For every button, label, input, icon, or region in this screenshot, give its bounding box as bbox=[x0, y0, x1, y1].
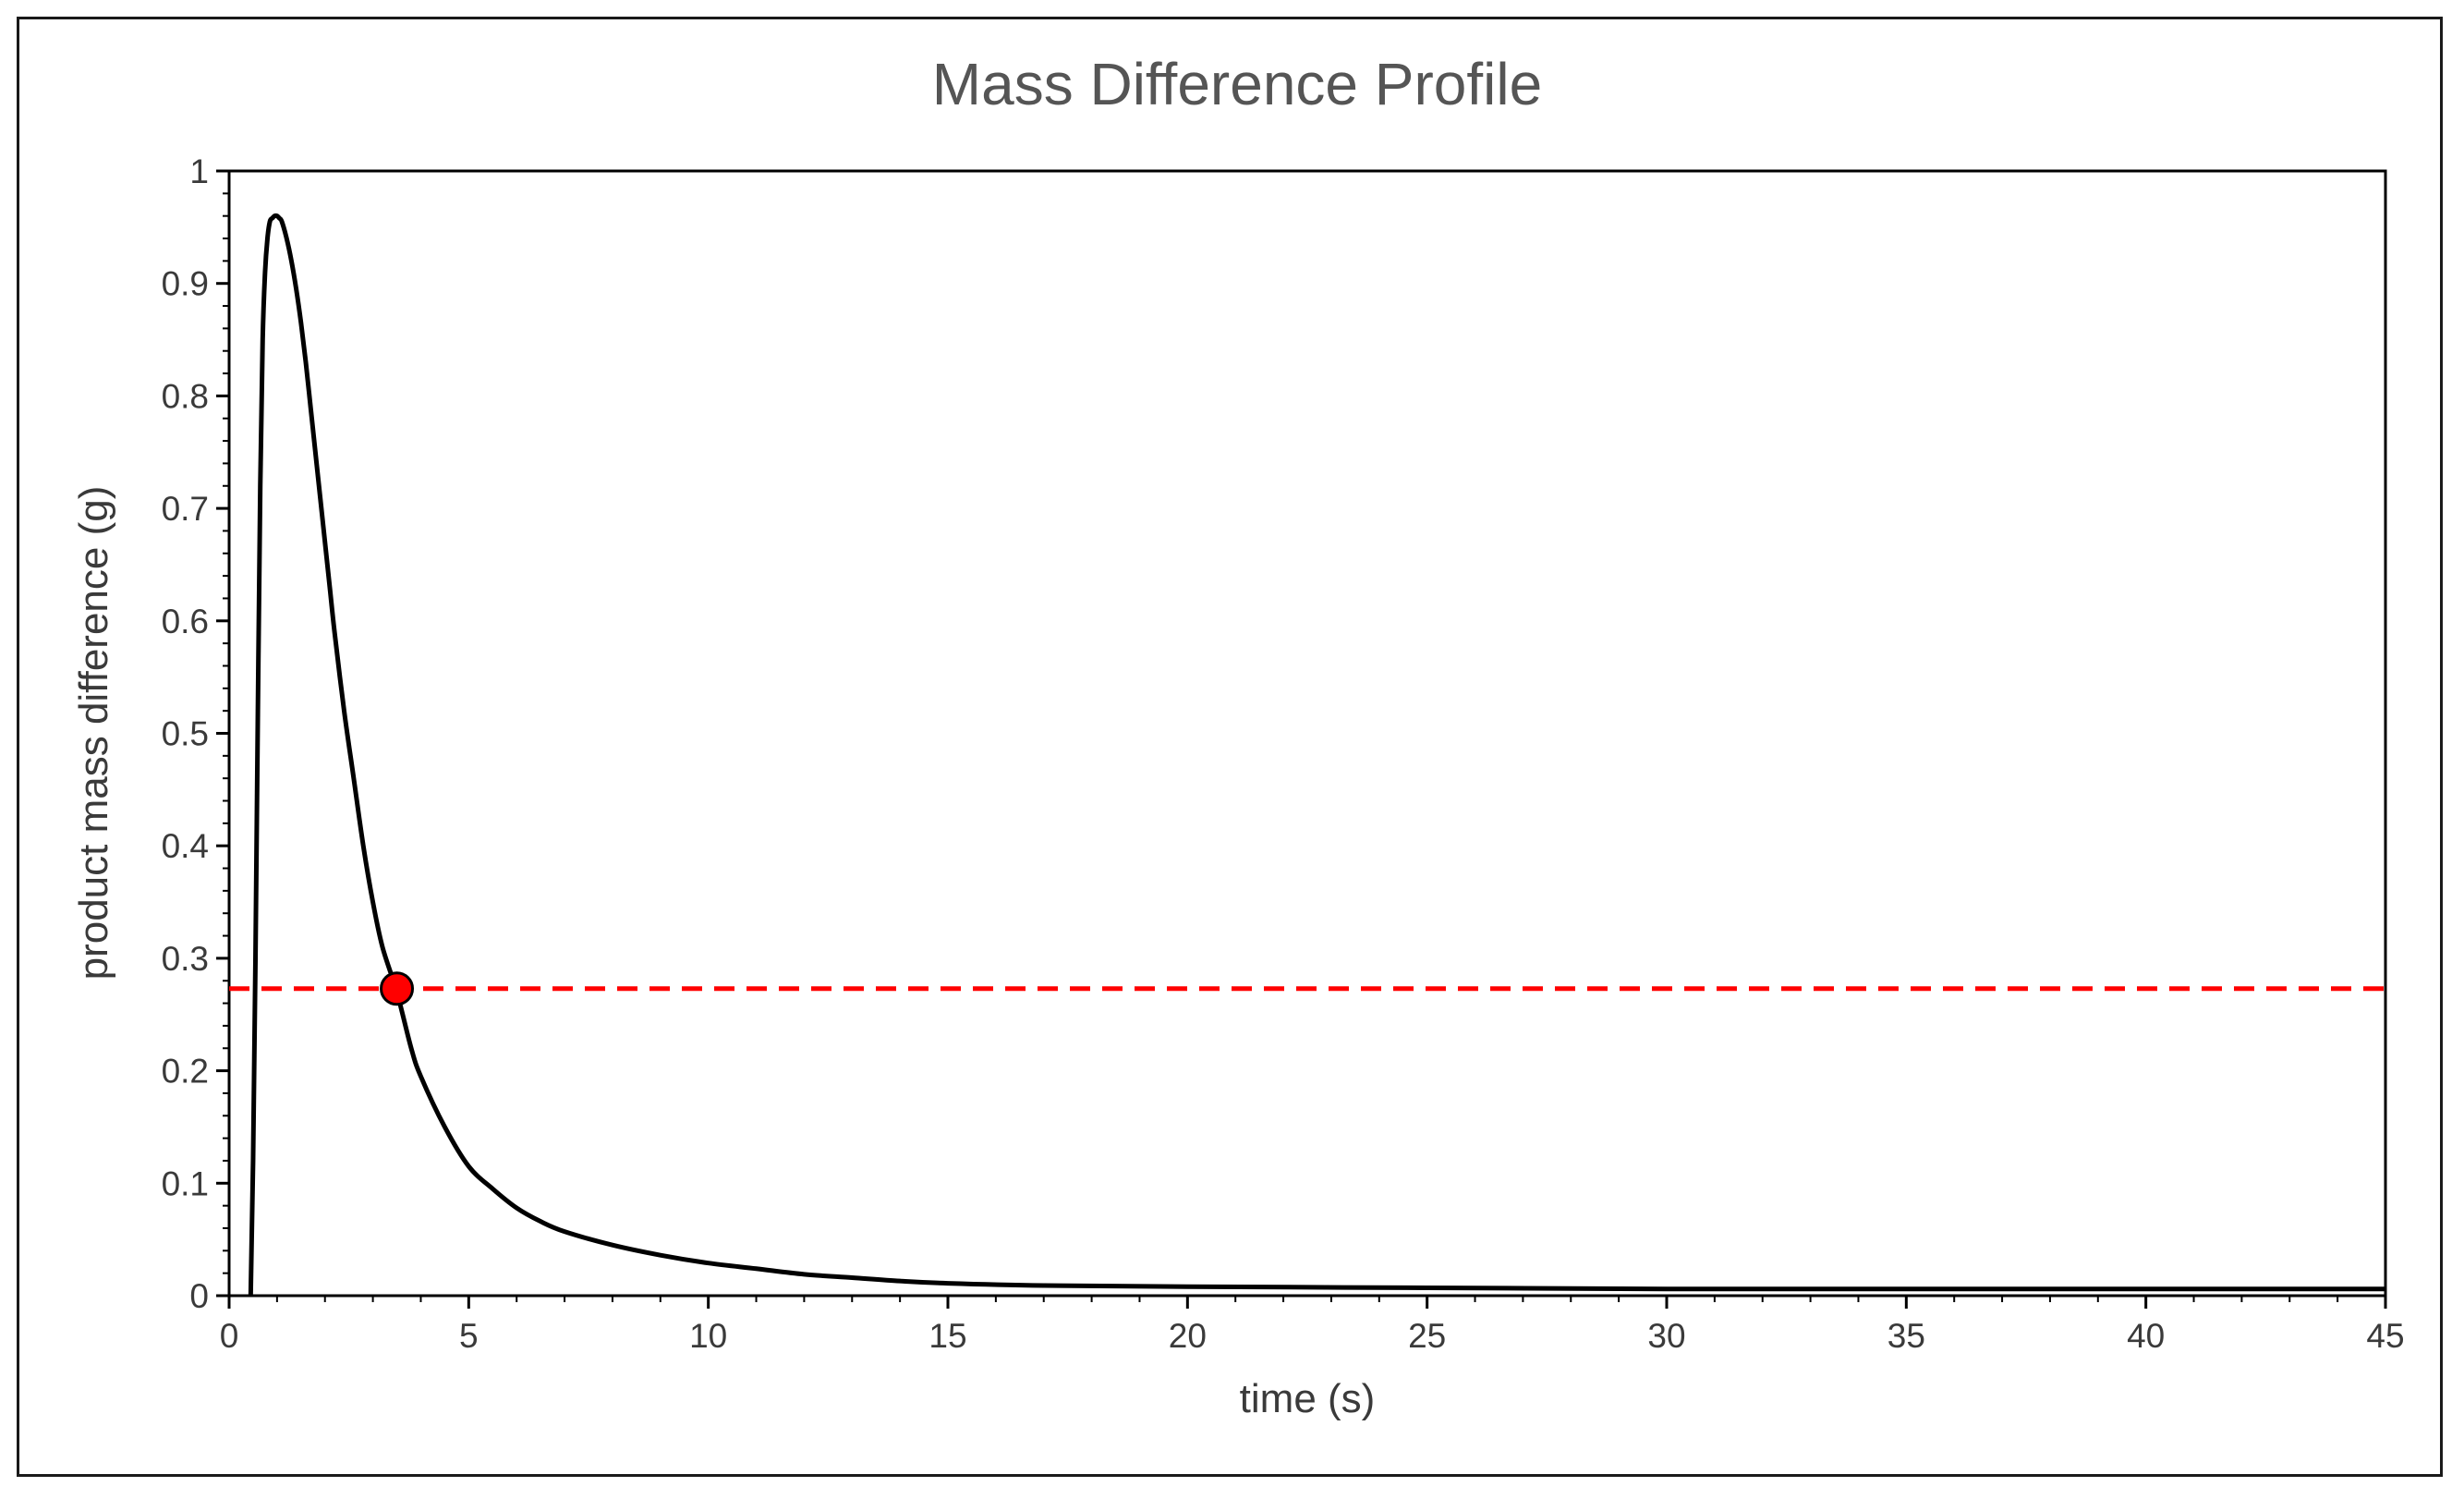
y-tick-label: 0.6 bbox=[162, 603, 209, 640]
x-tick-label: 25 bbox=[1408, 1317, 1446, 1355]
y-tick-label: 0.4 bbox=[162, 827, 209, 865]
series-layer bbox=[229, 213, 2385, 1297]
y-tick-label: 1 bbox=[189, 152, 209, 190]
x-tick-label: 40 bbox=[2127, 1317, 2165, 1355]
x-tick-label: 5 bbox=[459, 1317, 479, 1355]
y-tick-label: 0.5 bbox=[162, 715, 209, 753]
chart-title: Mass Difference Profile bbox=[932, 51, 1542, 117]
x-tick-label: 20 bbox=[1169, 1317, 1207, 1355]
y-tick-label: 0.1 bbox=[162, 1164, 209, 1202]
chart-frame: Mass Difference Profile 0 5 10 15 20 25 30 35 40… bbox=[17, 17, 2443, 1477]
x-tick-label: 30 bbox=[1647, 1317, 1685, 1355]
y-tick-label: 0.9 bbox=[162, 265, 209, 303]
y-tick-label: 0.2 bbox=[162, 1053, 209, 1091]
y-tick-label: 0.8 bbox=[162, 377, 209, 415]
chart-svg: Mass Difference Profile 0 5 10 15 20 25 30 35 40… bbox=[71, 51, 2405, 1421]
x-tick-label: 0 bbox=[220, 1317, 239, 1355]
plot-area bbox=[227, 169, 2387, 1298]
x-tick-label: 15 bbox=[929, 1317, 966, 1355]
y-tick-label: 0 bbox=[189, 1277, 209, 1315]
y-tick-label: 0.7 bbox=[162, 490, 209, 528]
y-axis-title: product mass difference (g) bbox=[71, 486, 116, 981]
x-tick-label: 35 bbox=[1887, 1317, 1925, 1355]
y-tick-label: 0.3 bbox=[162, 940, 209, 978]
x-tick-label: 45 bbox=[2366, 1317, 2404, 1355]
y-axis-ticks: 0 0.1 0.2 0.3 0.4 0.5 0.6 0.7 0.8 0.9 1 bbox=[162, 152, 229, 1315]
x-tick-label: 10 bbox=[689, 1317, 727, 1355]
x-axis-ticks: 0 5 10 15 20 25 30 35 40 45 bbox=[220, 1296, 2405, 1355]
intersection-marker bbox=[380, 971, 415, 1006]
x-axis-title: time (s) bbox=[1240, 1376, 1376, 1421]
series-line bbox=[248, 213, 2385, 1297]
